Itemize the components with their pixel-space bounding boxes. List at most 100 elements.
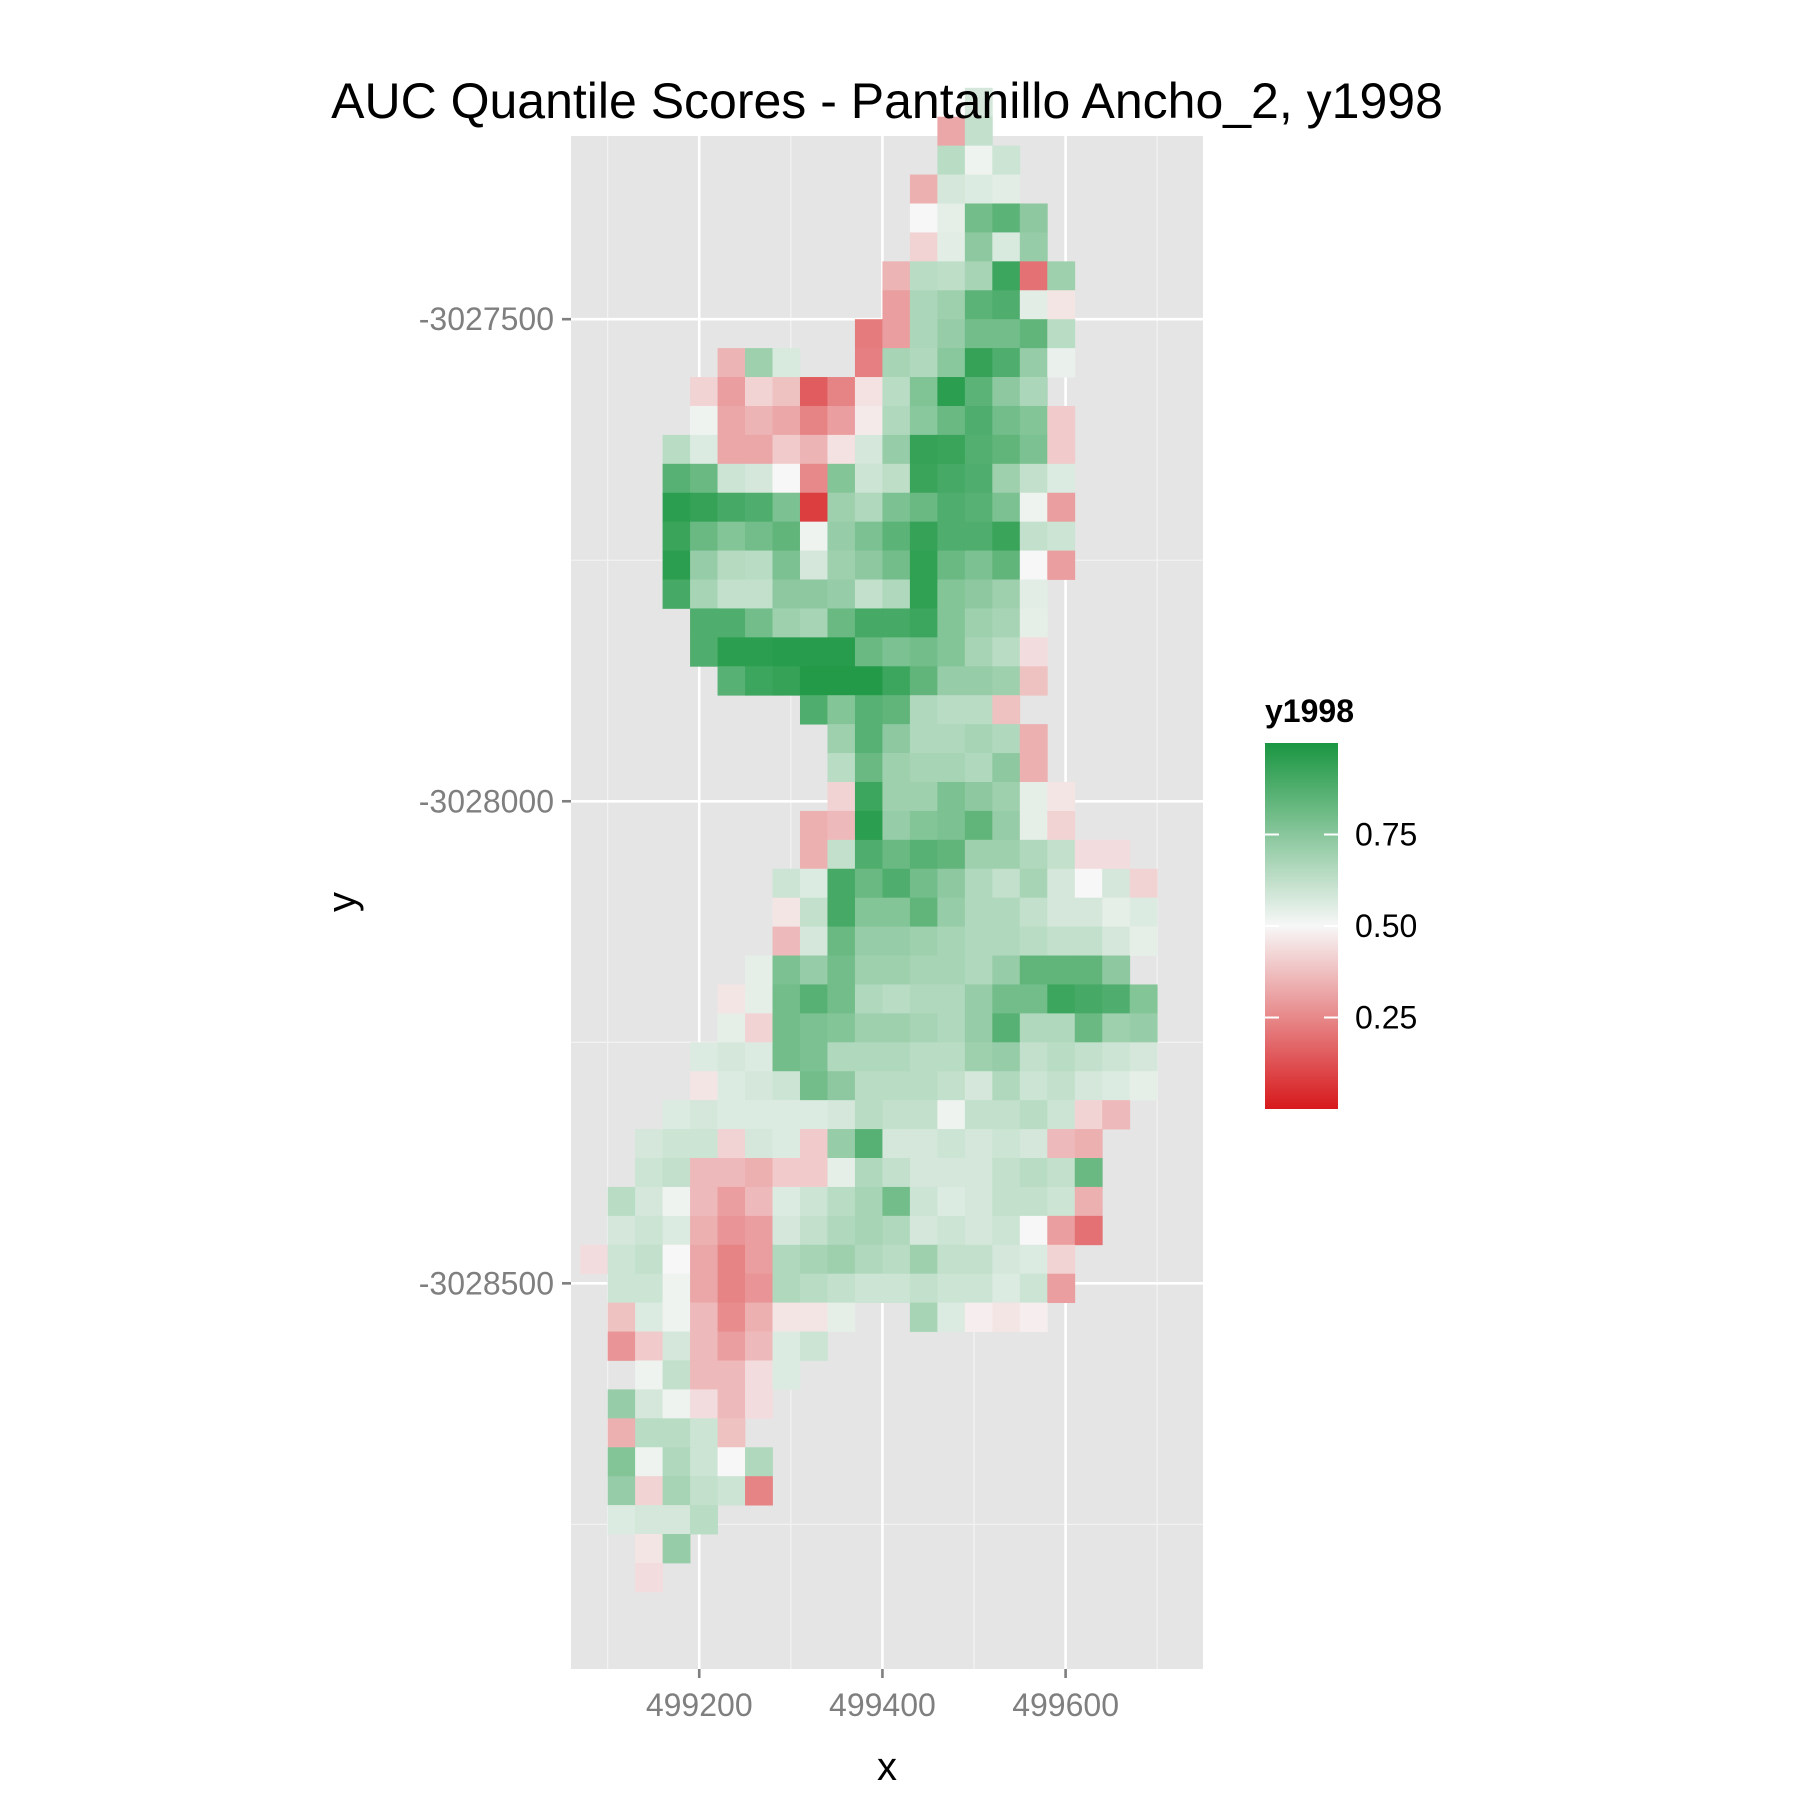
heatmap-cell xyxy=(717,1273,746,1304)
heatmap-cell xyxy=(992,781,1021,812)
heatmap-cell xyxy=(992,1302,1021,1332)
heatmap-cell xyxy=(1019,1158,1048,1188)
heatmap-cell xyxy=(662,1244,691,1275)
heatmap-cell xyxy=(909,1215,938,1246)
heatmap-cell xyxy=(799,377,828,407)
heatmap-cell xyxy=(827,1186,856,1217)
heatmap-cell xyxy=(854,724,883,754)
heatmap-cell xyxy=(992,203,1021,233)
heatmap-cell xyxy=(1047,926,1076,956)
heatmap-cell xyxy=(937,1129,966,1159)
heatmap-cell xyxy=(1019,724,1048,754)
heatmap-cell xyxy=(937,724,966,754)
heatmap-cell xyxy=(1102,1100,1131,1130)
heatmap-cell xyxy=(909,1302,938,1332)
heatmap-cell xyxy=(717,1244,746,1275)
heatmap-cell xyxy=(1019,984,1048,1014)
heatmap-cell xyxy=(937,1042,966,1072)
heatmap-cell xyxy=(745,492,773,523)
heatmap-cell xyxy=(717,1215,746,1246)
heatmap-cell xyxy=(1129,926,1158,956)
heatmap-cell xyxy=(909,203,938,233)
heatmap-cell xyxy=(799,868,828,899)
heatmap-cell xyxy=(799,550,828,580)
heatmap-cell xyxy=(854,1244,883,1275)
heatmap-cell xyxy=(937,261,966,291)
heatmap-cell xyxy=(799,1244,828,1275)
heatmap-cell xyxy=(635,1418,663,1448)
heatmap-cell xyxy=(882,695,911,725)
heatmap-cell xyxy=(1019,319,1048,349)
heatmap-cell xyxy=(690,521,718,551)
heatmap-cell xyxy=(827,1215,856,1246)
heatmap-cell xyxy=(937,637,966,667)
heatmap-cell xyxy=(1047,955,1076,985)
heatmap-cell xyxy=(882,753,911,783)
heatmap-cells xyxy=(580,87,1158,1593)
heatmap-cell xyxy=(1047,550,1076,580)
heatmap-cell xyxy=(992,174,1021,204)
heatmap-cell xyxy=(964,810,993,841)
heatmap-cell xyxy=(992,868,1021,899)
heatmap-cell xyxy=(909,1244,938,1275)
heatmap-cell xyxy=(772,1273,801,1304)
heatmap-cell xyxy=(772,637,801,667)
heatmap-cell xyxy=(882,1129,911,1159)
heatmap-cell xyxy=(964,405,993,436)
heatmap-cell xyxy=(992,637,1021,667)
heatmap-cell xyxy=(909,550,938,580)
heatmap-cell xyxy=(1047,1013,1076,1043)
heatmap-cell xyxy=(690,377,718,407)
heatmap-cell xyxy=(937,203,966,233)
heatmap-cell xyxy=(854,897,883,928)
heatmap-cell xyxy=(882,926,911,956)
heatmap-cell xyxy=(690,1100,718,1130)
y-tick-label: -3027500 xyxy=(419,301,554,337)
heatmap-cell xyxy=(1047,1273,1076,1304)
heatmap-cell xyxy=(717,1071,746,1101)
heatmap-cell xyxy=(909,1273,938,1304)
heatmap-cell xyxy=(882,434,911,465)
color-legend: y1998 0.25 0.50 0.75 xyxy=(1265,693,1417,1109)
heatmap-cell xyxy=(827,1071,856,1101)
heatmap-cell xyxy=(772,868,801,899)
heatmap-cell xyxy=(827,753,856,783)
heatmap-cell xyxy=(827,521,856,551)
heatmap-cell xyxy=(662,1273,691,1304)
heatmap-cell xyxy=(882,261,911,291)
heatmap-cell xyxy=(799,810,828,841)
heatmap-cell xyxy=(607,1389,636,1419)
heatmap-cell xyxy=(854,521,883,551)
heatmap-cell xyxy=(772,1360,801,1390)
heatmap-cell xyxy=(799,666,828,696)
heatmap-cell xyxy=(635,1158,663,1188)
heatmap-cell xyxy=(690,1331,718,1361)
heatmap-cell xyxy=(937,984,966,1014)
heatmap-cell xyxy=(690,1244,718,1275)
heatmap-cell xyxy=(772,463,801,494)
heatmap-cell xyxy=(909,753,938,783)
heatmap-cell xyxy=(882,1158,911,1188)
heatmap-cell xyxy=(909,290,938,320)
heatmap-cell xyxy=(964,724,993,754)
heatmap-cell xyxy=(1074,1071,1103,1101)
heatmap-cell xyxy=(909,1186,938,1217)
heatmap-cell xyxy=(964,926,993,956)
heatmap-cell xyxy=(992,608,1021,638)
heatmap-cell xyxy=(1047,1186,1076,1217)
heatmap-cell xyxy=(827,781,856,812)
heatmap-cell xyxy=(854,868,883,899)
heatmap-cell xyxy=(799,839,828,870)
heatmap-cell xyxy=(992,1215,1021,1246)
heatmap-cell xyxy=(827,492,856,523)
heatmap-cell xyxy=(1074,984,1103,1014)
heatmap-cell xyxy=(909,955,938,985)
heatmap-cell xyxy=(635,1215,663,1246)
heatmap-cell xyxy=(964,1158,993,1188)
heatmap-cell xyxy=(662,1302,691,1332)
heatmap-cell xyxy=(827,955,856,985)
heatmap-cell xyxy=(964,203,993,233)
heatmap-cell xyxy=(1074,1158,1103,1188)
heatmap-cell xyxy=(662,434,691,465)
heatmap-cell xyxy=(1102,868,1131,899)
